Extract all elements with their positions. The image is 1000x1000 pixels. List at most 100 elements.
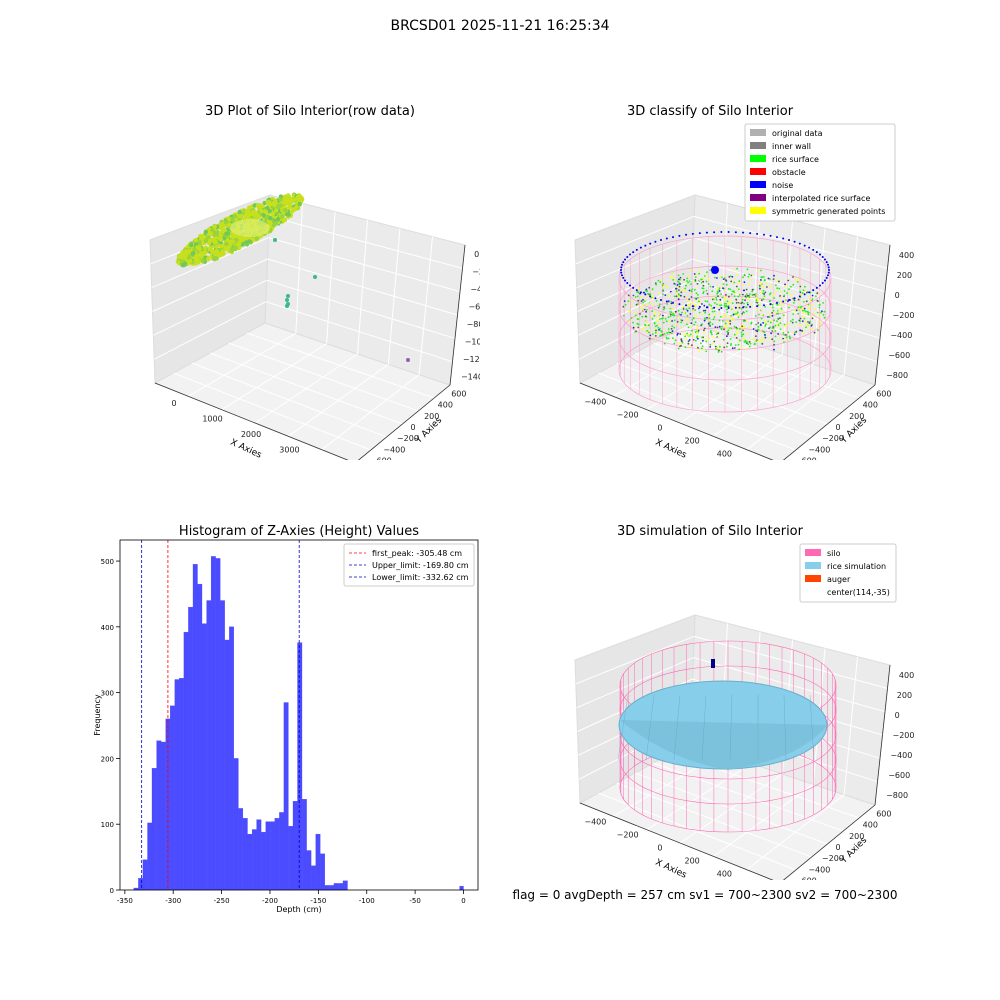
classified-point bbox=[764, 324, 767, 327]
raw-point bbox=[209, 237, 214, 243]
classified-point bbox=[772, 278, 775, 280]
classified-point bbox=[637, 303, 639, 305]
classified-point bbox=[688, 298, 690, 301]
classified-point bbox=[642, 298, 644, 301]
classified-point bbox=[742, 293, 744, 296]
x-tick-label: 200 bbox=[684, 436, 699, 445]
noise-point bbox=[825, 261, 828, 264]
classified-point bbox=[760, 324, 762, 326]
classified-point bbox=[731, 302, 734, 304]
classified-point bbox=[706, 335, 709, 338]
classified-point bbox=[673, 342, 676, 345]
noise-point bbox=[685, 233, 688, 236]
classified-point bbox=[771, 314, 774, 317]
noise-point bbox=[803, 293, 806, 296]
classified-point bbox=[700, 342, 702, 345]
classified-point bbox=[815, 295, 817, 297]
classified-point bbox=[634, 314, 637, 317]
classified-point bbox=[782, 314, 785, 317]
noise-point bbox=[821, 281, 824, 284]
z-tick-label: 400 bbox=[899, 251, 914, 260]
raw-outlier-point bbox=[273, 238, 277, 242]
classified-point bbox=[716, 286, 719, 289]
noise-point bbox=[827, 271, 830, 274]
classified-point bbox=[702, 348, 705, 351]
classified-point bbox=[727, 298, 729, 301]
classified-point bbox=[721, 316, 724, 319]
classified-point bbox=[776, 324, 778, 327]
raw-point bbox=[278, 203, 283, 208]
classified-point bbox=[692, 309, 695, 312]
raw-point bbox=[226, 216, 231, 221]
classified-point bbox=[727, 332, 730, 334]
classified-point bbox=[656, 324, 658, 327]
classified-point bbox=[760, 309, 763, 311]
classified-point bbox=[784, 283, 786, 286]
classified-point bbox=[698, 298, 701, 301]
classified-point bbox=[630, 317, 633, 319]
classified-point bbox=[774, 311, 777, 314]
raw-point bbox=[223, 220, 229, 225]
x-tick-label: 400 bbox=[717, 449, 732, 458]
grid-line bbox=[152, 258, 268, 312]
classified-point bbox=[709, 321, 712, 324]
classified-point bbox=[771, 294, 774, 296]
classified-point bbox=[700, 281, 703, 284]
classified-point bbox=[772, 309, 775, 312]
classified-point bbox=[760, 289, 763, 291]
x-tick-label: 200 bbox=[684, 856, 699, 865]
raw-point bbox=[188, 242, 194, 248]
classified-point bbox=[748, 326, 751, 329]
classified-point bbox=[670, 311, 673, 313]
classified-point bbox=[737, 316, 740, 319]
y-tick-label: −200 bbox=[397, 434, 419, 443]
classified-point bbox=[743, 326, 746, 329]
classified-point bbox=[690, 333, 692, 336]
classified-point bbox=[806, 291, 808, 294]
classified-point bbox=[773, 297, 776, 299]
classified-point bbox=[744, 299, 746, 302]
raw-point bbox=[212, 232, 218, 237]
classified-point bbox=[721, 285, 724, 288]
classified-point bbox=[655, 329, 657, 332]
classify-legend: original data inner wall rice surface obsta… bbox=[744, 123, 896, 222]
classified-point bbox=[802, 312, 805, 314]
classified-point bbox=[738, 282, 741, 285]
classified-point bbox=[667, 331, 670, 334]
classified-point bbox=[787, 304, 790, 306]
raw-point bbox=[275, 217, 281, 222]
legend-label: interpolated rice surface bbox=[772, 194, 870, 203]
classified-point bbox=[799, 285, 802, 288]
simulation-legend: silo rice simulation auger center(114,-35) bbox=[799, 543, 897, 603]
y-tick-label: −400 bbox=[808, 445, 830, 454]
classified-point bbox=[746, 294, 749, 297]
classified-point bbox=[712, 318, 715, 321]
legend-swatch bbox=[805, 549, 821, 556]
classified-point bbox=[637, 326, 640, 329]
legend-swatch bbox=[750, 207, 766, 214]
classified-point bbox=[702, 309, 705, 312]
classified-point bbox=[709, 325, 711, 327]
classified-point bbox=[658, 303, 661, 306]
classified-point bbox=[811, 315, 813, 318]
classified-point bbox=[764, 291, 767, 294]
panel-simulation-title: 3D simulation of Silo Interior bbox=[617, 524, 803, 539]
histogram-bar bbox=[342, 880, 348, 891]
classified-point bbox=[703, 327, 706, 330]
histogram-bar bbox=[183, 631, 189, 891]
x-tick-label: 2000 bbox=[241, 430, 261, 439]
noise-point bbox=[826, 274, 829, 277]
classified-point bbox=[673, 303, 676, 305]
classified-point bbox=[768, 293, 771, 296]
classified-point bbox=[803, 290, 806, 293]
classified-point bbox=[823, 316, 826, 319]
classified-point bbox=[741, 298, 744, 301]
classified-point bbox=[791, 318, 794, 321]
classified-point bbox=[769, 326, 772, 329]
grid-line bbox=[153, 279, 267, 336]
classified-point bbox=[794, 331, 796, 334]
classified-point bbox=[775, 290, 777, 293]
classified-point bbox=[818, 306, 821, 309]
mesh-line bbox=[673, 694, 681, 761]
classified-point bbox=[792, 276, 794, 278]
